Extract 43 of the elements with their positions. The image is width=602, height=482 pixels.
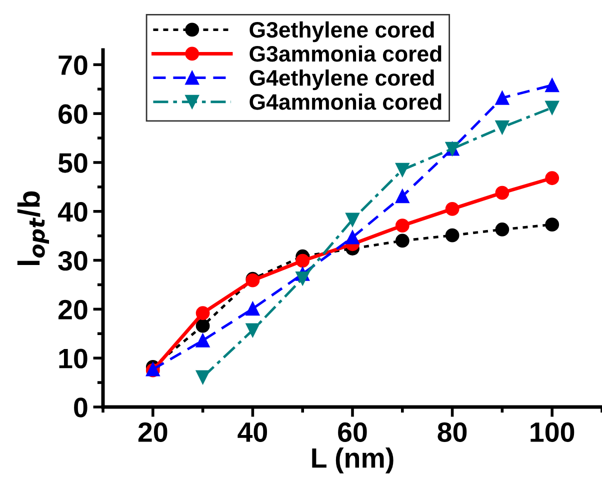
point xyxy=(246,323,260,338)
point xyxy=(395,234,410,248)
point xyxy=(445,202,460,216)
y-tick-label: 70 xyxy=(58,55,88,76)
point xyxy=(495,222,510,236)
point xyxy=(196,318,210,333)
point xyxy=(445,228,460,242)
point xyxy=(495,186,510,200)
y-tick-label: 60 xyxy=(58,104,88,124)
point xyxy=(545,171,560,186)
legend-label: G4ammonia cored xyxy=(250,94,442,110)
point xyxy=(196,370,210,384)
y-tick-label: 20 xyxy=(58,300,88,320)
x-tick-label: 80 xyxy=(438,422,467,442)
legend-label: G4ethylene cored xyxy=(250,69,434,90)
point xyxy=(246,302,260,316)
x-tick-label: 100 xyxy=(530,422,574,442)
point xyxy=(545,78,560,92)
y-axis-title: l$_{opt}$/b xyxy=(17,191,50,266)
point xyxy=(196,334,210,348)
y-tick-label: 50 xyxy=(58,153,88,173)
point xyxy=(395,162,410,177)
x-tick-label: 40 xyxy=(238,422,268,442)
y-tick-label: 10 xyxy=(59,348,88,368)
point xyxy=(545,218,560,232)
point xyxy=(495,90,510,105)
point xyxy=(545,100,560,115)
point xyxy=(296,271,310,286)
y-tick-label: 0 xyxy=(74,398,88,418)
point xyxy=(395,189,410,204)
x-tick-label: 20 xyxy=(138,422,168,442)
y-tick-label: 40 xyxy=(58,202,88,222)
x-axis-title: L (nm) xyxy=(312,447,394,474)
y-tick-label: 30 xyxy=(58,250,88,271)
point xyxy=(495,120,510,134)
point xyxy=(346,212,360,227)
point xyxy=(395,218,410,233)
point xyxy=(196,306,210,320)
legend-label: G3ethylene cored xyxy=(250,21,434,42)
point xyxy=(296,254,310,268)
point xyxy=(346,230,360,244)
x-tick-label: 60 xyxy=(338,422,367,442)
legend-label: G3ammonia cored xyxy=(250,45,442,62)
